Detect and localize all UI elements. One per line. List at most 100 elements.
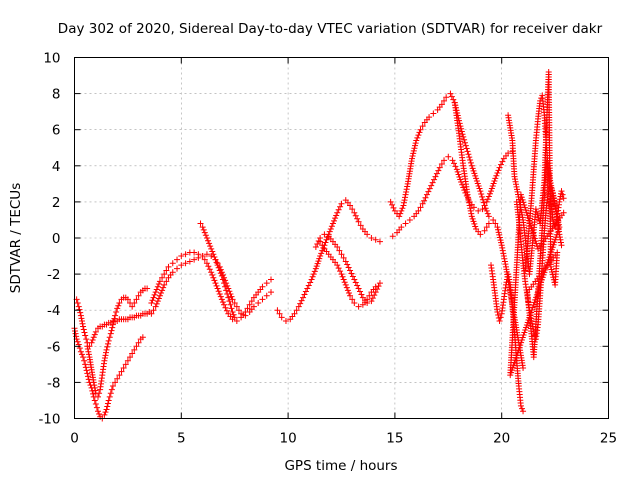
data-point xyxy=(371,292,378,299)
series-track-10 xyxy=(387,90,492,220)
ticks xyxy=(74,57,609,419)
data-point xyxy=(560,209,567,216)
x-tick-label: 25 xyxy=(600,431,617,447)
data-point xyxy=(338,271,345,278)
data-point xyxy=(88,339,95,346)
data-point xyxy=(210,274,217,281)
data-point xyxy=(426,185,433,192)
data-point xyxy=(221,280,228,287)
data-point xyxy=(416,129,423,136)
data-point xyxy=(208,245,215,252)
data-point xyxy=(169,260,176,267)
data-point xyxy=(496,164,503,171)
x-tick-label: 0 xyxy=(70,431,79,447)
data-point xyxy=(499,158,506,165)
data-point xyxy=(103,406,110,413)
data-point xyxy=(344,261,351,268)
data-point xyxy=(398,207,405,214)
data-point xyxy=(430,110,437,117)
data-point xyxy=(259,283,266,290)
data-point xyxy=(553,211,560,218)
data-point xyxy=(544,259,551,266)
data-point xyxy=(214,262,221,269)
data-point xyxy=(109,324,116,331)
data-point xyxy=(538,279,545,286)
series-track-7 xyxy=(274,197,383,325)
data-point xyxy=(75,303,82,310)
data-point xyxy=(398,224,405,231)
data-point xyxy=(498,242,505,249)
data-point xyxy=(354,282,361,289)
data-point xyxy=(466,199,473,206)
data-point xyxy=(216,290,223,297)
data-point xyxy=(556,198,563,205)
data-point xyxy=(421,197,428,204)
data-point xyxy=(195,251,202,258)
data-point xyxy=(493,172,500,179)
data-point xyxy=(93,404,100,411)
data-point xyxy=(514,186,521,193)
data-point xyxy=(349,206,356,213)
data-point xyxy=(548,182,555,189)
data-point xyxy=(114,375,121,382)
data-point xyxy=(402,191,409,198)
data-point xyxy=(318,250,325,257)
data-point xyxy=(178,253,185,260)
series-track-9 xyxy=(312,231,383,306)
data-point xyxy=(492,220,499,227)
data-point xyxy=(467,159,474,166)
data-point xyxy=(203,251,210,258)
data-point xyxy=(463,145,470,152)
data-point xyxy=(82,361,89,368)
data-point xyxy=(364,231,371,238)
data-point xyxy=(112,312,119,319)
data-point xyxy=(92,328,99,335)
data-point xyxy=(337,203,344,210)
data-point xyxy=(467,207,474,214)
data-point xyxy=(435,167,442,174)
data-point xyxy=(222,304,229,311)
data-point xyxy=(368,298,375,305)
data-point xyxy=(313,263,320,270)
data-point xyxy=(556,224,563,231)
data-point xyxy=(550,195,557,202)
data-point xyxy=(85,348,92,355)
data-point xyxy=(242,309,249,316)
data-point xyxy=(340,276,347,283)
data-point xyxy=(513,183,520,190)
data-point xyxy=(336,247,343,254)
data-point xyxy=(322,239,329,246)
data-point xyxy=(120,364,127,371)
data-point xyxy=(91,331,98,338)
data-point xyxy=(465,194,472,201)
data-point xyxy=(376,238,383,245)
data-point xyxy=(518,194,525,201)
y-tick-label: 6 xyxy=(52,123,61,139)
data-point xyxy=(315,258,322,265)
data-point xyxy=(335,206,342,213)
data-point xyxy=(202,232,209,239)
data-point xyxy=(479,193,486,200)
data-point xyxy=(457,176,464,183)
data-point xyxy=(495,229,502,236)
data-point xyxy=(211,253,218,260)
data-point xyxy=(148,299,155,306)
data-point xyxy=(431,176,438,183)
data-point xyxy=(165,263,172,270)
data-point xyxy=(293,307,300,314)
data-point xyxy=(199,224,206,231)
data-point xyxy=(372,236,379,243)
data-point xyxy=(541,269,548,276)
data-point xyxy=(342,281,349,288)
data-point xyxy=(78,315,85,322)
data-point xyxy=(513,181,520,188)
data-point xyxy=(485,220,492,227)
data-point xyxy=(553,231,560,238)
data-point xyxy=(492,175,499,182)
data-point xyxy=(226,298,233,305)
data-point xyxy=(490,216,497,223)
data-point xyxy=(518,405,525,412)
data-point xyxy=(520,199,527,206)
data-point xyxy=(169,269,176,276)
data-point xyxy=(101,355,108,362)
